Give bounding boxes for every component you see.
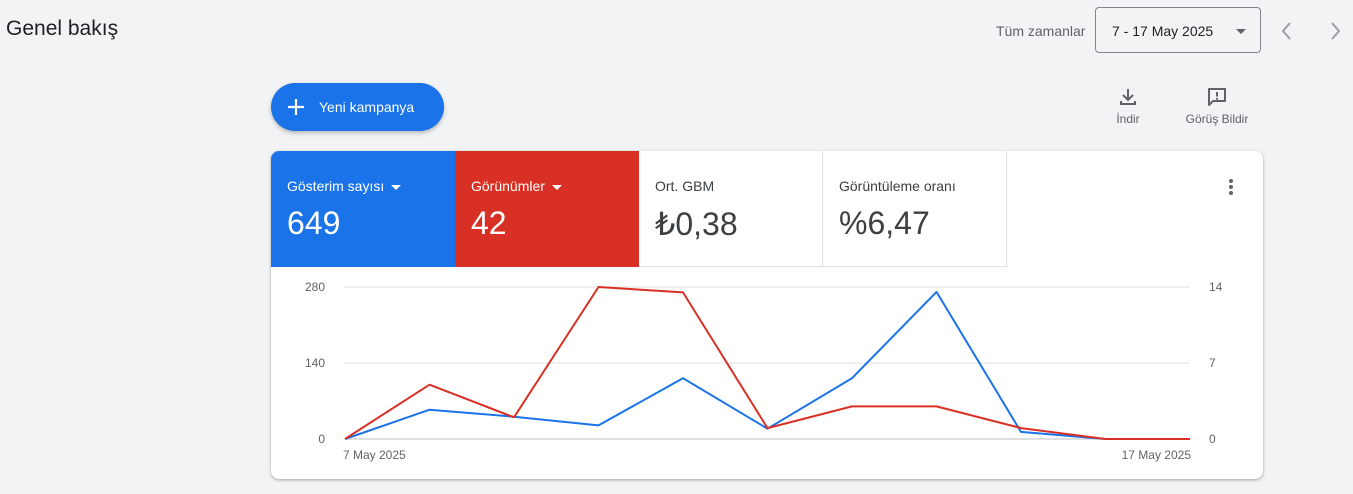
- date-range-value: 7 - 17 May 2025: [1112, 23, 1214, 39]
- new-campaign-button[interactable]: Yeni kampanya: [271, 83, 444, 131]
- more-vert-icon: [1229, 179, 1233, 195]
- left-axis-tick-label: 140: [305, 356, 325, 370]
- chevron-down-icon: [1236, 29, 1246, 34]
- new-campaign-label: Yeni kampanya: [319, 99, 415, 115]
- metric-impressions-label: Gösterim sayısı: [287, 178, 385, 194]
- feedback-icon: [1208, 88, 1226, 106]
- more-options-button[interactable]: [1223, 177, 1239, 197]
- right-axis-tick-label: 0: [1209, 432, 1216, 446]
- metric-impressions[interactable]: Gösterim sayısı 649: [271, 151, 455, 267]
- feedback-label: Görüş Bildir: [1185, 112, 1249, 126]
- left-axis-tick-label: 280: [305, 280, 325, 294]
- right-axis-tick-label: 14: [1209, 280, 1223, 294]
- previous-period-button[interactable]: [1277, 20, 1297, 42]
- dropdown-arrow-icon: [551, 184, 562, 190]
- download-button[interactable]: İndir: [1107, 86, 1149, 126]
- plus-icon: [288, 99, 304, 115]
- metric-view-rate-value: %6,47: [839, 205, 930, 241]
- metric-impressions-value: 649: [287, 205, 341, 241]
- metric-views-value: 42: [471, 205, 507, 241]
- date-range-select[interactable]: 7 - 17 May 2025: [1095, 7, 1261, 53]
- metric-view-rate[interactable]: Görüntüleme oranı %6,47: [823, 151, 1007, 267]
- x-axis-tick-label: 7 May 2025: [343, 448, 406, 462]
- page-title: Genel bakış: [6, 17, 119, 40]
- chevron-right-icon: [1331, 22, 1341, 40]
- left-axis-tick-label: 0: [318, 432, 325, 446]
- metric-avg-cpv-label: Ort. GBM: [655, 178, 715, 194]
- right-axis-tick-label: 7: [1209, 356, 1216, 370]
- dropdown-arrow-icon: [391, 184, 402, 190]
- performance-card: Gösterim sayısı 649 Görünümler 42 Ort. G…: [271, 151, 1263, 479]
- chevron-left-icon: [1281, 22, 1291, 40]
- performance-line-chart: 0 140 280 0 7 14 7 May 2025 17 May 2025: [305, 280, 1223, 462]
- metric-avg-cpv-value: ₺0,38: [655, 206, 738, 242]
- impressions-series-line: [344, 290, 1190, 440]
- metric-view-rate-label: Görüntüleme oranı: [839, 178, 956, 194]
- next-period-button[interactable]: [1325, 20, 1345, 42]
- date-range-label: Tüm zamanlar: [996, 23, 1086, 39]
- download-icon: [1120, 89, 1136, 105]
- x-axis-tick-label: 17 May 2025: [1122, 448, 1192, 462]
- metric-avg-cpv[interactable]: Ort. GBM ₺0,38: [639, 151, 823, 267]
- feedback-button[interactable]: Görüş Bildir: [1178, 86, 1256, 126]
- download-label: İndir: [1116, 112, 1140, 126]
- metric-views[interactable]: Görünümler 42: [455, 151, 639, 267]
- views-series-line: [344, 286, 1190, 440]
- metric-views-label: Görünümler: [471, 178, 545, 194]
